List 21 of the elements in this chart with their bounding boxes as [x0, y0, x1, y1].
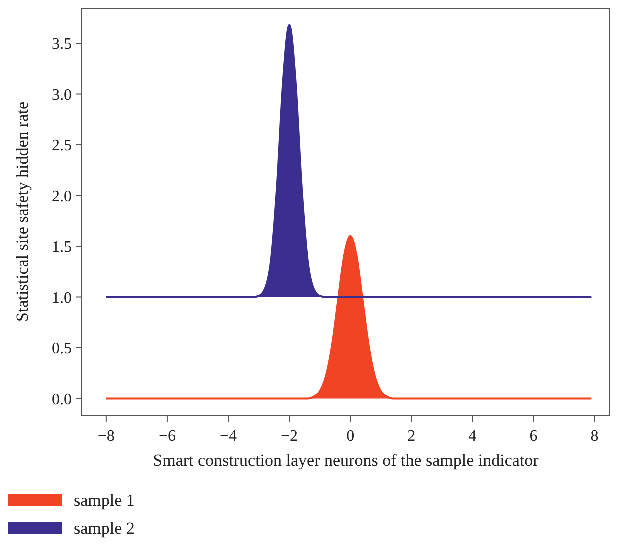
y-tick-label: 3.0 [52, 86, 72, 104]
x-tick-label: −6 [158, 428, 176, 445]
x-axis-title: Smart construction layer neurons of the sample indicator [153, 451, 540, 470]
y-tick-label: 1.0 [52, 290, 72, 307]
y-axis-title: Statistical site safety hidden rate [12, 102, 32, 322]
y-tick-label: 0.0 [52, 391, 72, 408]
x-tick-label: 2 [408, 428, 416, 445]
x-tick-label: 4 [468, 428, 477, 445]
legend-label: sample 2 [74, 518, 135, 538]
y-tick-label: 1.5 [52, 239, 72, 256]
x-tick-label: 0 [346, 428, 355, 445]
y-tick-label: 2.5 [52, 138, 72, 155]
x-tick-label: −2 [281, 428, 298, 445]
x-tick-label: 6 [530, 428, 538, 445]
y-tick-label: 2.0 [52, 188, 72, 206]
legend-label: sample 1 [74, 490, 135, 510]
y-tick-label: 0.5 [52, 340, 72, 358]
y-tick-label: 3.5 [52, 36, 72, 54]
x-tick-label: −4 [220, 428, 238, 445]
x-tick-label: −8 [98, 428, 115, 445]
x-tick-label: 8 [590, 428, 599, 445]
